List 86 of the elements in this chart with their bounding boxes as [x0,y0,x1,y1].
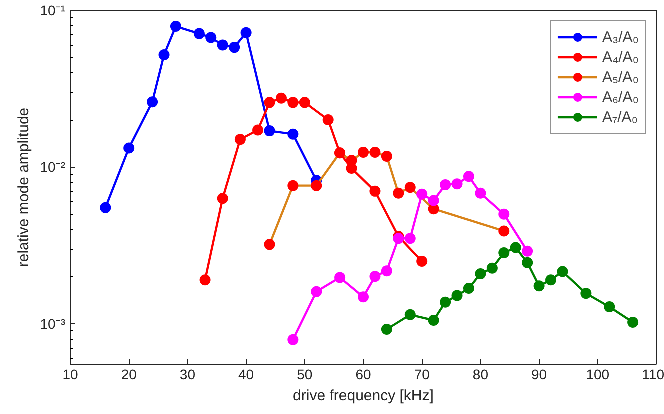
point [158,50,170,60]
point [206,32,217,44]
point [463,171,474,182]
point [381,266,392,277]
point [252,124,264,136]
x-tick-label: 70 [414,366,430,382]
point [498,248,510,259]
point [217,193,228,204]
point [358,292,369,303]
y-tick-label: 10⁻² [40,159,66,176]
x-tick-label: 20 [121,366,138,382]
point [311,180,322,192]
point [240,27,252,38]
point [416,256,428,267]
point [229,42,240,54]
legend-label: A₄/A₀ [602,48,639,66]
point [147,96,158,108]
point [393,188,404,199]
point [404,309,416,320]
x-tick-label: 100 [586,366,610,382]
point [124,142,135,154]
point [628,316,639,328]
y-axis-title: relative mode amplitude [15,108,32,268]
point [404,182,416,194]
point [404,233,416,244]
x-tick-label: 80 [472,366,489,382]
point [440,179,452,190]
point [100,202,112,214]
point [299,97,310,108]
point [288,97,299,108]
y-tick-label: 10⁻¹ [40,2,66,18]
x-tick-label: 110 [642,366,664,382]
point [234,134,246,146]
point [510,242,522,254]
point [358,147,369,158]
point [486,262,498,274]
point [440,296,452,308]
point [557,266,568,278]
point [370,147,381,158]
point [264,97,276,108]
point [475,188,486,199]
point [452,290,463,302]
x-tick-label: 50 [297,366,313,382]
point [288,334,299,346]
point [322,114,334,126]
x-tick-label: 90 [532,366,548,382]
legend-label: A₃/A₀ [602,28,639,46]
point [370,186,381,197]
legend-label: A₇/A₀ [602,108,638,126]
x-tick-label: 30 [180,366,196,382]
x-tick-label: 40 [238,366,254,382]
point [522,257,534,268]
point [475,268,486,280]
point [522,246,534,257]
point [288,128,299,140]
point [416,188,428,200]
x-tick-label: 60 [356,366,372,382]
point [311,286,322,298]
point [604,302,616,313]
point [428,315,440,326]
point [217,40,228,51]
legend-label: A₅/A₀ [602,68,639,86]
point [498,226,510,237]
point [546,274,557,286]
legend-label: A₆/A₀ [602,88,639,106]
point [264,126,276,137]
point [170,21,182,32]
point [381,324,392,335]
point [370,271,381,282]
point [334,272,346,284]
point [381,150,392,162]
point [534,280,545,292]
point [463,283,474,294]
point [346,155,358,166]
point [200,274,211,286]
point [580,288,592,300]
point [276,92,287,104]
point [288,180,299,192]
point [498,208,510,220]
point [452,178,463,190]
point [194,28,205,40]
x-tick-label: 10 [62,366,78,382]
x-axis-title: drive frequency [kHz] [293,388,434,404]
point [428,195,440,206]
point [264,239,276,250]
y-tick-label: 10⁻³ [40,316,66,332]
